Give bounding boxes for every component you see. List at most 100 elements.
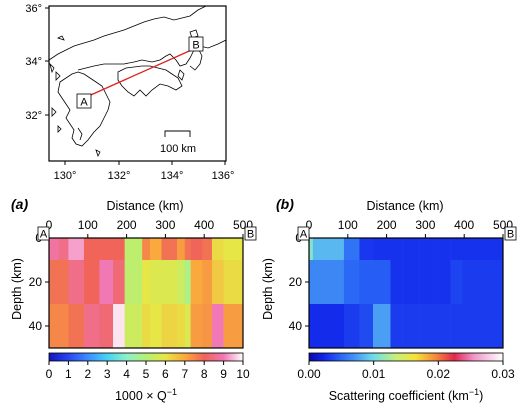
panel-a-tag: (a)	[11, 196, 28, 212]
heatmap-cell	[343, 304, 360, 349]
heatmap-cell	[58, 304, 69, 349]
heatmap-cell	[142, 304, 151, 349]
panel-b-tag: (b)	[276, 196, 294, 212]
heatmap-cell	[58, 238, 69, 261]
point-b-label: B	[188, 36, 204, 52]
colorbar-tick-label: 0.00	[297, 367, 321, 381]
heatmap-cell	[479, 304, 492, 349]
heatmap-cell	[49, 238, 59, 261]
heatmap-cell	[491, 260, 504, 305]
heatmap-cell	[309, 260, 314, 305]
heatmap-cell	[402, 238, 420, 261]
panel-a-end-a: A	[37, 226, 50, 241]
heatmap-cell	[99, 304, 114, 349]
panel-a-colorbar-ticks: 0 1 2 3 4 5 6 7 8 9 10	[46, 361, 250, 381]
x-tick-label: 0	[46, 218, 53, 232]
heatmap-cell	[312, 260, 329, 305]
map-lat-ticks	[45, 7, 49, 116]
heatmap-cell	[450, 260, 463, 305]
colorbar-tick-label: 0.03	[491, 367, 515, 381]
lon-tick-136: 136°	[212, 170, 235, 182]
colorbar-tick-label: 0.02	[427, 367, 451, 381]
panel-b-ylabel: Depth (km)	[261, 258, 275, 320]
heatmap-cell	[390, 304, 403, 349]
svg-text:A: A	[300, 229, 308, 241]
heatmap-cell	[142, 238, 151, 261]
heatmap-cell	[450, 238, 463, 261]
svg-text:A: A	[40, 229, 48, 241]
x-tick-label: 100	[338, 218, 358, 232]
heatmap-cell	[124, 260, 143, 305]
heatmap-cell	[328, 260, 345, 305]
heatmap-cell	[462, 238, 481, 261]
heatmap-cell	[68, 260, 85, 305]
lat-tick-34: 34°	[25, 56, 42, 68]
heatmap-cell	[359, 304, 374, 349]
heatmap-cell	[190, 260, 203, 305]
colorbar-tick-label: 10	[236, 367, 250, 381]
svg-text:B: B	[507, 229, 514, 241]
panel-a-xlabel: Distance (km)	[106, 199, 183, 213]
colorbar-tick-label: 0.01	[362, 367, 386, 381]
svg-text:B: B	[192, 40, 199, 52]
panel-b-end-a: A	[297, 226, 310, 241]
heatmap-cell	[309, 304, 314, 349]
heatmap-cell	[190, 304, 203, 349]
heatmap-cell	[99, 260, 114, 305]
heatmap-cell	[328, 238, 345, 261]
heatmap-cell	[223, 260, 244, 305]
heatmap-cell	[184, 238, 191, 261]
colorbar-tick-label: 6	[162, 367, 169, 381]
panel-b-colorbar	[308, 352, 504, 362]
x-tick-label: 0	[306, 218, 313, 232]
panel-a-colorbar	[48, 352, 244, 362]
panel-a-colorbar-label: 1000 × Q−1	[115, 387, 177, 403]
heatmap-cell	[309, 238, 314, 261]
colorbar-tick-label: 2	[84, 367, 91, 381]
heatmap-cell	[149, 238, 162, 261]
heatmap-cell	[390, 238, 403, 261]
heatmap-cell	[479, 260, 492, 305]
heatmap-cell	[359, 260, 374, 305]
panel-a-xticks: 0 100 200 300 400 500	[46, 218, 253, 238]
heatmap-cell	[161, 260, 178, 305]
scale-bar: 100 km	[150, 130, 206, 155]
colorbar-tick-label: 7	[181, 367, 188, 381]
heatmap-cell	[113, 304, 125, 349]
colorbar-tick-label: 3	[104, 367, 111, 381]
panel-b-heatmap	[309, 238, 504, 349]
heatmap-cell	[419, 238, 438, 261]
x-tick-label: 200	[377, 218, 397, 232]
x-tick-label: 400	[454, 218, 474, 232]
heatmap-cell	[177, 238, 186, 261]
colorbar-tick-label: 4	[123, 367, 130, 381]
heatmap-cell	[223, 304, 244, 349]
x-tick-label: 200	[117, 218, 137, 232]
y-tick-label: 20	[289, 275, 303, 289]
svg-text:100 km: 100 km	[160, 143, 196, 155]
heatmap-cell	[161, 238, 178, 261]
heatmap-cell	[68, 304, 85, 349]
panel-b-colorbar-ticks: 0.00 0.01 0.02 0.03	[297, 361, 515, 381]
heatmap-cell	[83, 238, 100, 261]
heatmap-cell	[68, 238, 85, 261]
heatmap-cell	[190, 238, 203, 261]
heatmap-cell	[211, 238, 224, 261]
heatmap-cell	[312, 238, 329, 261]
heatmap-cell	[184, 260, 191, 305]
profile-line	[83, 47, 197, 99]
heatmap-cell	[402, 260, 420, 305]
location-map: A B 100 km 36° 34° 32° 130° 132°	[25, 3, 234, 182]
panel-a-frame	[48, 237, 244, 349]
heatmap-cell	[177, 304, 186, 349]
svg-text:A: A	[80, 97, 88, 109]
colorbar-tick-label: 9	[220, 367, 227, 381]
panel-b-colorbar-label: Scattering coefficient (km−1)	[329, 387, 484, 403]
heatmap-cell	[373, 260, 391, 305]
lon-tick-130: 130°	[54, 170, 77, 182]
x-tick-label: 400	[194, 218, 214, 232]
panel-b-xlabel: Distance (km)	[366, 199, 443, 213]
